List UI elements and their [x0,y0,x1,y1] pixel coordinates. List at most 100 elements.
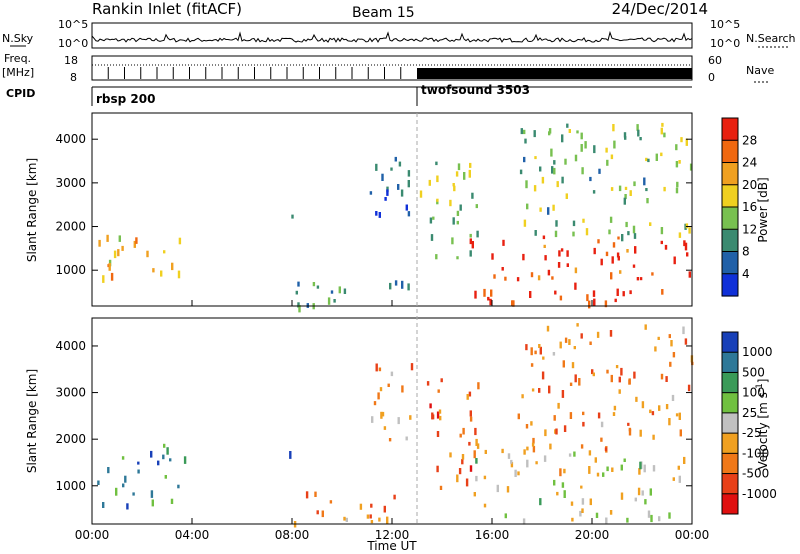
range-cell [678,475,681,483]
range-cell [604,300,608,308]
range-cell [611,256,614,264]
range-cell [604,447,608,451]
range-cell [462,427,465,435]
range-cell [672,477,675,481]
range-cell [489,298,492,306]
range-cell [660,227,664,235]
range-cell [530,347,533,356]
range-cell [102,502,105,508]
noise-line [91,30,693,43]
range-cell [689,163,693,171]
range-cell [665,404,669,410]
range-cell [615,365,619,369]
x-tick-label: 00:00 [675,528,710,542]
range-cell [581,498,585,505]
noise-right-tick-top: 10^5 [710,18,740,31]
range-cell [598,168,601,174]
range-cell [471,241,474,249]
range-cell [539,207,542,212]
range-cell [475,204,478,209]
range-cell [534,350,537,355]
range-cell [524,138,527,144]
range-cell [474,427,477,436]
range-cell [627,422,630,426]
freq-nave-trace [91,64,692,79]
range-cell [523,156,526,163]
range-cell [333,299,336,303]
power-heatmap [98,122,693,313]
range-cell [380,411,383,419]
range-cell [379,387,383,392]
range-cell [137,461,140,465]
x-tick-label: 16:00 [475,528,510,542]
range-cell [643,464,646,473]
range-cell [549,443,552,450]
range-cell [483,475,487,480]
range-cell [468,441,471,446]
range-cell [680,137,683,143]
range-cell [574,282,577,290]
range-cell [585,228,589,236]
range-cell [506,486,510,493]
range-cell [611,467,614,472]
range-cell [456,256,459,260]
range-cell [621,234,624,242]
range-cell [606,369,609,374]
range-cell [378,367,382,372]
range-cell [582,411,585,416]
range-cell [548,128,552,134]
range-cell [532,437,535,444]
range-cell [618,185,622,192]
colorbar-tick-label: -25 [742,426,762,440]
range-cell [526,203,529,210]
velocity-colorbar-label: Velocity [m s-1] [755,379,770,470]
range-cell [521,394,524,399]
range-cell [563,468,566,474]
range-cell [435,254,438,260]
range-cell [559,468,562,477]
range-cell [295,290,298,295]
range-cell [151,499,154,507]
range-cell [106,234,109,242]
range-cell [559,295,563,301]
colorbar-tick-label: -500 [742,467,769,481]
range-cell [633,371,636,379]
range-cell [574,374,577,383]
range-cell [526,459,529,468]
range-cell [579,510,582,517]
range-cell [163,250,166,254]
range-cell [437,389,440,393]
range-cell [531,442,535,447]
colorbar-tick-label: 28 [742,133,757,147]
colorbar-swatch [722,140,738,164]
range-cell [553,167,556,175]
range-cell [593,300,596,307]
range-cell [596,331,600,338]
range-cell [563,425,567,432]
date-label: 24/Dec/2014 [612,0,708,18]
range-cell [613,140,616,149]
range-cell [133,240,136,248]
range-cell [561,482,565,488]
range-cell [685,138,688,146]
range-cell [436,431,440,437]
range-cell [407,170,411,177]
range-cell [576,323,579,327]
range-cell [616,288,619,296]
range-cell [289,451,292,459]
range-cell [343,516,346,521]
range-cell [645,157,648,162]
range-cell [537,275,541,281]
range-cell [687,384,691,392]
range-cell [658,405,661,411]
range-cell [568,453,572,457]
range-cell [507,453,511,459]
range-cell [456,474,459,483]
range-cell [555,428,558,435]
velocity-xlabel: Time UT [366,539,417,553]
range-cell [475,475,478,482]
range-cell [660,240,663,245]
range-cell [660,127,663,135]
range-cell [539,166,542,172]
